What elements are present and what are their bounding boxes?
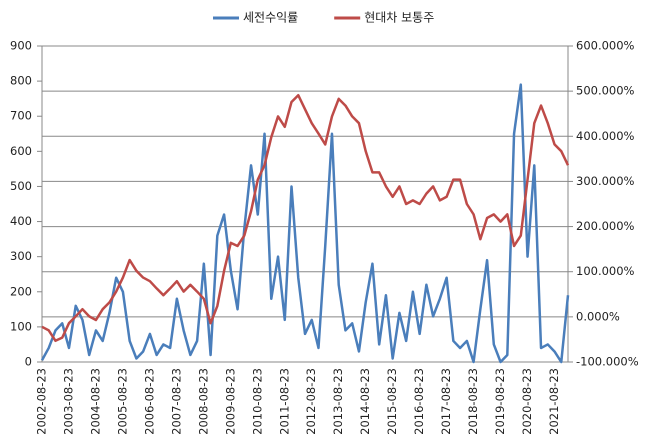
y2-tick-label: 500.000%	[576, 84, 635, 98]
y-tick-label: 900	[10, 39, 32, 53]
y2-tick-label: 600.000%	[576, 39, 635, 53]
y-tick-label: 100	[10, 319, 32, 333]
x-tick-label: 2018-08-23	[466, 368, 480, 435]
x-tick-label: 2020-08-23	[520, 368, 534, 435]
x-tick-label: 2007-08-23	[169, 368, 183, 435]
y-tick-label: 200	[10, 284, 32, 298]
x-tick-label: 2004-08-23	[88, 368, 102, 435]
x-tick-label: 2003-08-23	[61, 368, 75, 435]
x-tick-label: 2005-08-23	[115, 368, 129, 435]
x-tick-label: 2012-08-23	[304, 368, 318, 435]
x-tick-label: 2008-08-23	[196, 368, 210, 435]
y-tick-label: 800	[10, 74, 32, 88]
x-tick-label: 2006-08-23	[142, 368, 156, 435]
y-tick-label: 700	[10, 109, 32, 123]
x-tick-label: 2013-08-23	[331, 368, 345, 435]
x-tick-label: 2015-08-23	[385, 368, 399, 435]
x-tick-label: 2016-08-23	[412, 368, 426, 435]
y2-tick-label: 200.000%	[576, 219, 635, 233]
y-tick-label: 400	[10, 214, 32, 228]
series-line	[40, 83, 570, 364]
y-tick-label: 500	[10, 179, 32, 193]
y-tick-label: 0	[25, 355, 32, 369]
y2-tick-label: 0.000%	[576, 309, 620, 323]
legend-label: 세전수익률	[243, 11, 298, 25]
x-tick-label: 2019-08-23	[493, 368, 507, 435]
y-tick-label: 600	[10, 144, 32, 158]
x-tick-label: 2021-08-23	[547, 368, 561, 435]
y2-tick-label: 100.000%	[576, 264, 635, 278]
x-tick-label: 2010-08-23	[250, 368, 264, 435]
y2-tick-label: -100.000%	[576, 355, 639, 369]
y2-tick-label: 300.000%	[576, 174, 635, 188]
x-tick-label: 2017-08-23	[439, 368, 453, 435]
x-tick-label: 2002-08-23	[35, 368, 49, 435]
series-line	[41, 93, 570, 343]
legend-label: 현대차 보통주	[364, 11, 434, 25]
x-tick-label: 2009-08-23	[223, 368, 237, 435]
y-tick-label: 300	[10, 249, 32, 263]
x-tick-label: 2014-08-23	[358, 368, 372, 435]
x-tick-label: 2011-08-23	[277, 368, 291, 435]
y2-tick-label: 400.000%	[576, 129, 635, 143]
